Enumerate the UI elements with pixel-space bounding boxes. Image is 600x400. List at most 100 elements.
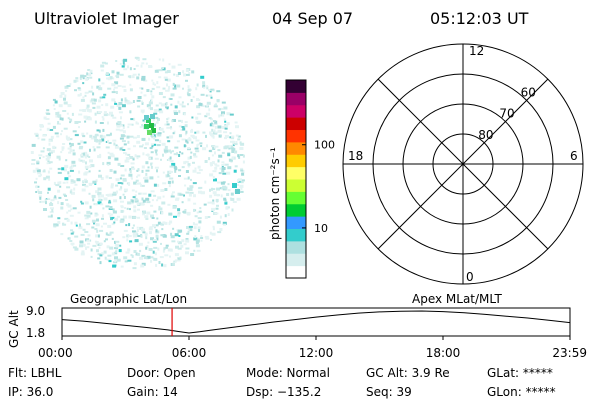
image-pixel bbox=[122, 126, 125, 129]
image-pixel bbox=[122, 178, 127, 181]
image-pixel bbox=[150, 256, 154, 259]
image-pixel bbox=[35, 191, 38, 193]
image-pixel bbox=[74, 121, 79, 124]
image-pixel bbox=[145, 217, 149, 220]
image-pixel bbox=[173, 215, 177, 218]
image-pixel bbox=[219, 228, 223, 231]
image-pixel bbox=[113, 88, 115, 91]
image-pixel bbox=[80, 202, 84, 205]
emission-pixel bbox=[146, 118, 151, 123]
image-pixel bbox=[172, 82, 175, 86]
image-pixel bbox=[47, 170, 50, 174]
image-pixel bbox=[126, 160, 130, 163]
image-pixel bbox=[221, 167, 226, 170]
image-pixel bbox=[178, 169, 182, 172]
image-pixel bbox=[39, 174, 42, 176]
image-pixel bbox=[119, 62, 122, 65]
image-pixel bbox=[133, 209, 137, 213]
image-pixel bbox=[183, 243, 187, 246]
image-pixel bbox=[139, 256, 143, 260]
image-pixel bbox=[62, 181, 66, 184]
image-pixel bbox=[91, 219, 96, 223]
image-pixel bbox=[105, 146, 110, 149]
image-pixel bbox=[214, 102, 217, 105]
image-pixel bbox=[123, 229, 128, 232]
image-pixel bbox=[224, 137, 227, 140]
image-pixel bbox=[167, 88, 170, 92]
image-pixel bbox=[141, 137, 146, 141]
image-pixel bbox=[96, 249, 99, 253]
image-pixel bbox=[139, 87, 143, 90]
colorbar-segment bbox=[286, 117, 306, 131]
image-pixel bbox=[220, 114, 223, 117]
image-pixel bbox=[164, 145, 168, 149]
image-pixel bbox=[80, 154, 84, 157]
image-pixel bbox=[133, 262, 137, 266]
image-pixel bbox=[101, 252, 105, 256]
image-pixel bbox=[210, 239, 212, 241]
image-pixel bbox=[208, 94, 213, 97]
image-pixel bbox=[126, 135, 130, 139]
image-pixel bbox=[57, 221, 61, 224]
image-pixel bbox=[196, 211, 199, 214]
image-pixel bbox=[79, 109, 84, 112]
image-pixel bbox=[85, 168, 88, 170]
image-pixel bbox=[136, 169, 139, 172]
image-pixel bbox=[184, 184, 187, 187]
status-field: GLon: ***** bbox=[487, 385, 556, 399]
image-pixel bbox=[187, 93, 191, 96]
image-pixel bbox=[164, 254, 169, 257]
image-pixel bbox=[138, 242, 143, 246]
image-pixel bbox=[82, 243, 86, 247]
image-pixel bbox=[91, 226, 95, 229]
image-pixel bbox=[67, 117, 70, 120]
image-pixel bbox=[169, 255, 171, 258]
image-pixel bbox=[113, 170, 117, 174]
image-pixel bbox=[78, 126, 80, 129]
image-pixel bbox=[193, 249, 196, 252]
image-pixel bbox=[80, 140, 84, 144]
image-pixel bbox=[69, 169, 74, 172]
image-pixel bbox=[240, 167, 244, 170]
image-pixel bbox=[187, 163, 191, 167]
image-pixel bbox=[118, 111, 123, 114]
image-pixel bbox=[195, 139, 200, 142]
image-pixel bbox=[225, 206, 229, 210]
image-pixel bbox=[119, 177, 122, 180]
image-pixel bbox=[164, 123, 168, 126]
image-pixel bbox=[72, 149, 75, 152]
image-pixel bbox=[120, 186, 123, 190]
image-pixel bbox=[170, 103, 173, 106]
image-pixel bbox=[61, 148, 64, 151]
image-pixel bbox=[127, 65, 129, 69]
image-pixel bbox=[98, 99, 102, 103]
image-pixel bbox=[130, 162, 135, 165]
image-pixel bbox=[209, 90, 212, 93]
image-pixel bbox=[157, 175, 160, 178]
image-pixel bbox=[232, 140, 236, 144]
image-pixel bbox=[32, 169, 36, 173]
image-pixel bbox=[166, 136, 170, 139]
image-pixel bbox=[64, 164, 69, 168]
image-pixel bbox=[146, 245, 149, 248]
image-pixel bbox=[196, 83, 199, 87]
y-tick-label: 1.8 bbox=[26, 326, 45, 340]
image-pixel bbox=[112, 208, 115, 212]
colorbar-segment bbox=[286, 240, 306, 254]
image-pixel bbox=[70, 221, 73, 225]
image-pixel bbox=[165, 102, 168, 105]
image-pixel bbox=[98, 198, 102, 201]
image-pixel bbox=[120, 206, 124, 209]
image-pixel bbox=[216, 187, 220, 191]
image-pixel bbox=[194, 131, 197, 134]
image-pixel bbox=[116, 104, 121, 107]
image-pixel bbox=[129, 135, 134, 138]
image-pixel bbox=[87, 234, 91, 237]
image-pixel bbox=[211, 188, 216, 191]
image-pixel bbox=[177, 63, 182, 66]
image-pixel bbox=[114, 217, 119, 221]
image-pixel bbox=[231, 151, 235, 153]
image-pixel bbox=[74, 221, 78, 225]
image-pixel bbox=[53, 223, 58, 227]
image-pixel bbox=[177, 212, 181, 215]
